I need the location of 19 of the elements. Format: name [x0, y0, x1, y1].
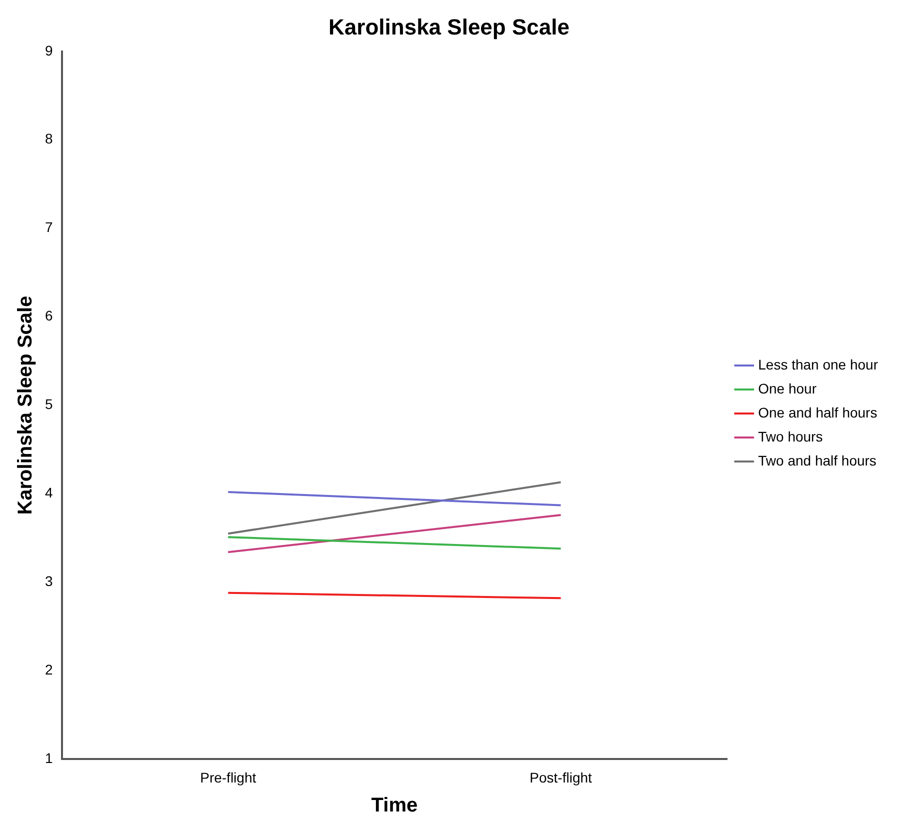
- y-tick-label: 6: [44, 308, 53, 324]
- y-tick-label: 8: [44, 130, 53, 147]
- x-tick-label: Post-flight: [530, 769, 592, 786]
- y-tick-label: 2: [44, 662, 53, 678]
- y-axis-title: Karolinska Sleep Scale: [14, 296, 37, 515]
- x-axis-title: Time: [371, 794, 418, 817]
- legend-label: One hour: [758, 380, 817, 396]
- y-tick-label: 9: [44, 42, 53, 58]
- legend-label: Less than one hour: [758, 356, 878, 372]
- y-tick-label: 4: [44, 484, 53, 501]
- y-tick-label: 5: [44, 396, 53, 412]
- y-tick-label: 1: [44, 750, 53, 766]
- y-tick-label: 7: [44, 219, 53, 236]
- legend-label: Two and half hours: [758, 452, 876, 468]
- chart-title: Karolinska Sleep Scale: [328, 14, 570, 40]
- legend-label: Two hours: [758, 428, 823, 444]
- y-tick-label: 3: [44, 573, 53, 590]
- x-tick-label: Pre-flight: [200, 769, 256, 786]
- legend-label: One and half hours: [758, 404, 878, 420]
